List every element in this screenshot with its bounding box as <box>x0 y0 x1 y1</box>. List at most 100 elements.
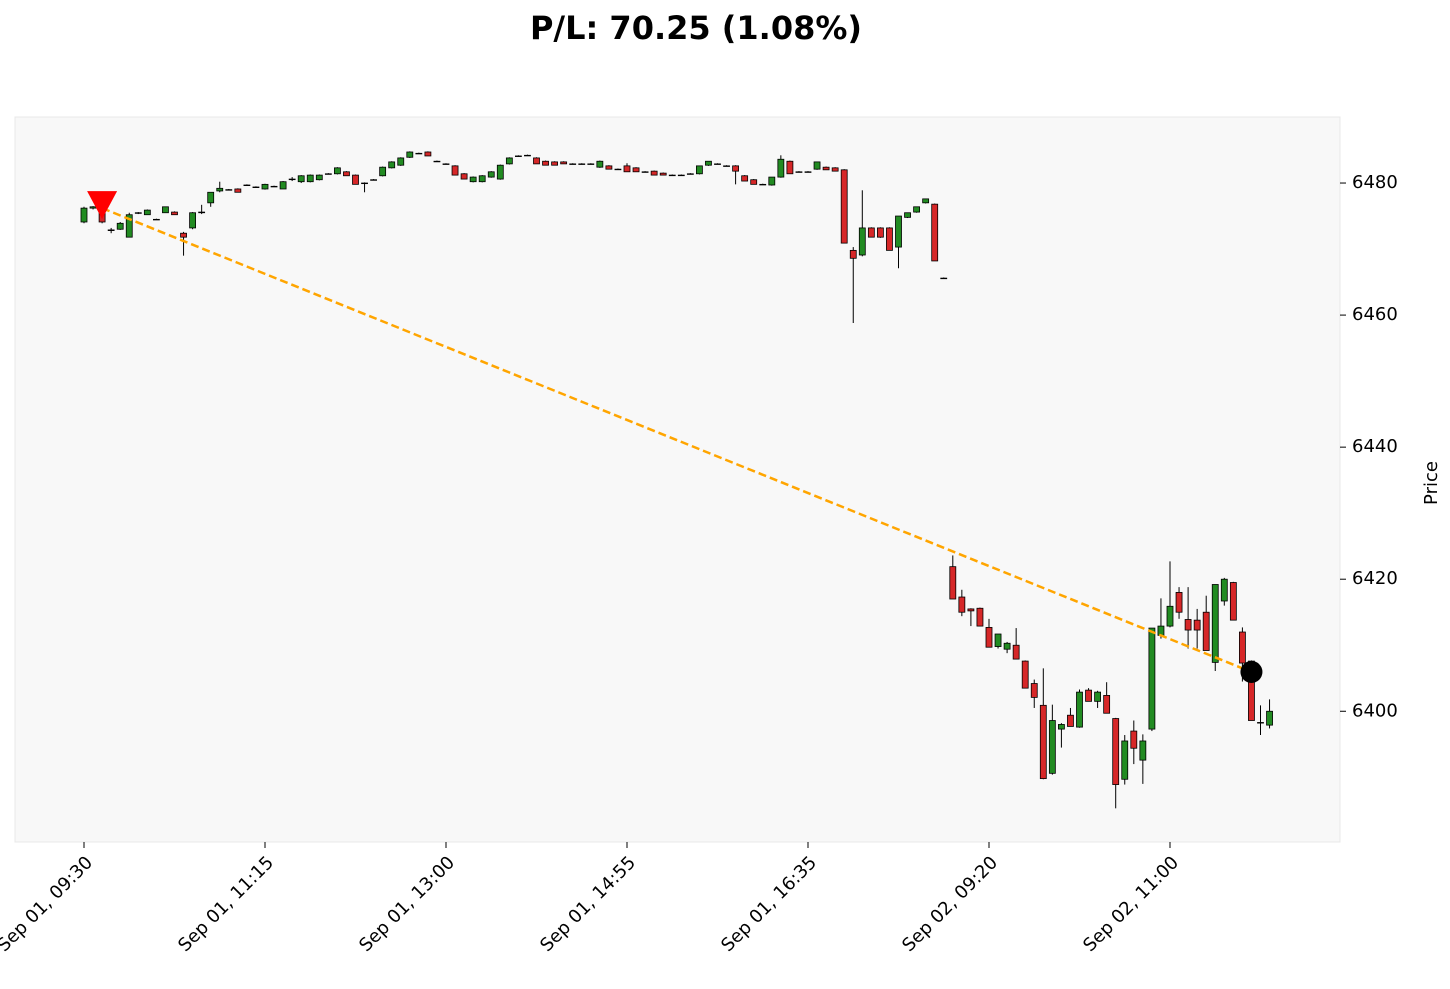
chart-title: P/L: 70.25 (1.08%) <box>530 9 862 47</box>
candle-body <box>1166 605 1174 627</box>
candle-body <box>551 161 558 166</box>
candle-body <box>370 179 378 181</box>
candle-body <box>162 206 169 214</box>
candle-body <box>867 227 875 238</box>
candle-body <box>180 232 187 238</box>
candle-body <box>189 212 197 229</box>
candle-body <box>533 157 540 165</box>
candle-body <box>1085 689 1092 702</box>
y-tick-label: 6400 <box>1352 700 1398 721</box>
candle-body <box>80 207 88 223</box>
candle-body <box>569 163 577 165</box>
candle-body <box>1058 724 1065 730</box>
candle-body <box>705 160 712 166</box>
candle-body <box>171 211 178 216</box>
candle-body <box>89 206 97 209</box>
candle-body <box>515 155 522 157</box>
candle-body <box>895 215 902 248</box>
candle-body <box>397 157 405 166</box>
candle-body <box>994 633 1002 647</box>
candle-body <box>1039 704 1047 780</box>
candle-body <box>795 171 803 173</box>
y-tick-label: 6460 <box>1352 304 1398 325</box>
candle-body <box>352 174 359 185</box>
trade-line <box>101 206 1252 674</box>
entry-marker <box>87 191 118 220</box>
candle-body <box>1148 627 1156 730</box>
candle-body <box>913 206 920 213</box>
x-tick-label: Sep 02, 11:00 <box>1079 852 1183 956</box>
candle-body <box>315 174 323 181</box>
candle-body <box>216 187 224 192</box>
candle-body <box>1048 720 1056 774</box>
candle-body <box>198 211 206 214</box>
candle-body <box>1257 722 1264 724</box>
candle-body <box>424 151 432 157</box>
candle-body <box>587 163 595 165</box>
candle-body <box>686 173 694 175</box>
candle-body <box>822 166 830 171</box>
candle-body <box>958 596 966 613</box>
candle-body <box>641 171 649 173</box>
candle-body <box>379 166 387 177</box>
candle-body <box>288 178 296 181</box>
candle-body <box>759 183 767 186</box>
candle-body <box>578 163 586 165</box>
candle-body <box>659 172 667 176</box>
candle-body <box>361 182 368 185</box>
candle-body <box>1067 714 1074 727</box>
candle-body <box>478 175 486 183</box>
candle-body <box>732 165 739 172</box>
candle-body <box>234 188 242 193</box>
candle-body <box>1239 631 1246 664</box>
candle-body <box>677 174 685 177</box>
candle-body <box>1103 695 1111 714</box>
x-tick-label: Sep 01, 09:30 <box>0 852 97 956</box>
candle-body <box>1076 691 1083 728</box>
candle-body <box>252 186 260 188</box>
candle-body <box>116 222 124 230</box>
candle-body <box>1266 710 1273 726</box>
candle-body <box>1202 611 1210 651</box>
candle-body <box>596 160 604 168</box>
candle-body <box>469 176 477 183</box>
candle-body <box>406 151 414 158</box>
candle-body <box>560 161 568 165</box>
candle-body <box>225 189 233 191</box>
candle-body <box>668 174 676 177</box>
candle-body <box>605 165 613 170</box>
candle-body <box>632 167 640 173</box>
candle-body <box>505 157 513 165</box>
candle-body <box>451 165 459 176</box>
candle-body <box>976 607 984 627</box>
candle-body <box>1021 660 1029 689</box>
candle-body <box>985 627 993 648</box>
candle-body <box>623 165 631 173</box>
y-tick-label: 6440 <box>1352 436 1398 457</box>
x-tick-label: Sep 01, 13:00 <box>355 852 459 956</box>
candle-body <box>496 164 504 180</box>
candle-body <box>858 227 866 256</box>
candle-body <box>324 173 332 175</box>
candle-body <box>306 174 314 183</box>
candle-body <box>931 203 939 262</box>
x-tick-label: Sep 01, 16:35 <box>717 852 821 956</box>
candle-body <box>542 160 549 166</box>
candle-body <box>1184 619 1192 631</box>
candle-body <box>967 608 975 612</box>
candle-body <box>877 227 884 238</box>
candle-body <box>886 227 893 251</box>
candle-body <box>614 168 622 171</box>
exit-marker <box>1240 660 1263 683</box>
candle-body <box>840 169 848 244</box>
y-axis-label: Price <box>1421 461 1442 505</box>
candle-body <box>388 161 396 169</box>
candle-body <box>714 163 721 165</box>
candle-body <box>940 277 948 280</box>
candle-body <box>1193 619 1201 631</box>
candle-body <box>243 184 251 187</box>
candle-body <box>650 170 658 176</box>
candle-body <box>343 171 350 177</box>
candle-body <box>904 212 911 218</box>
candle-body <box>1139 740 1147 761</box>
